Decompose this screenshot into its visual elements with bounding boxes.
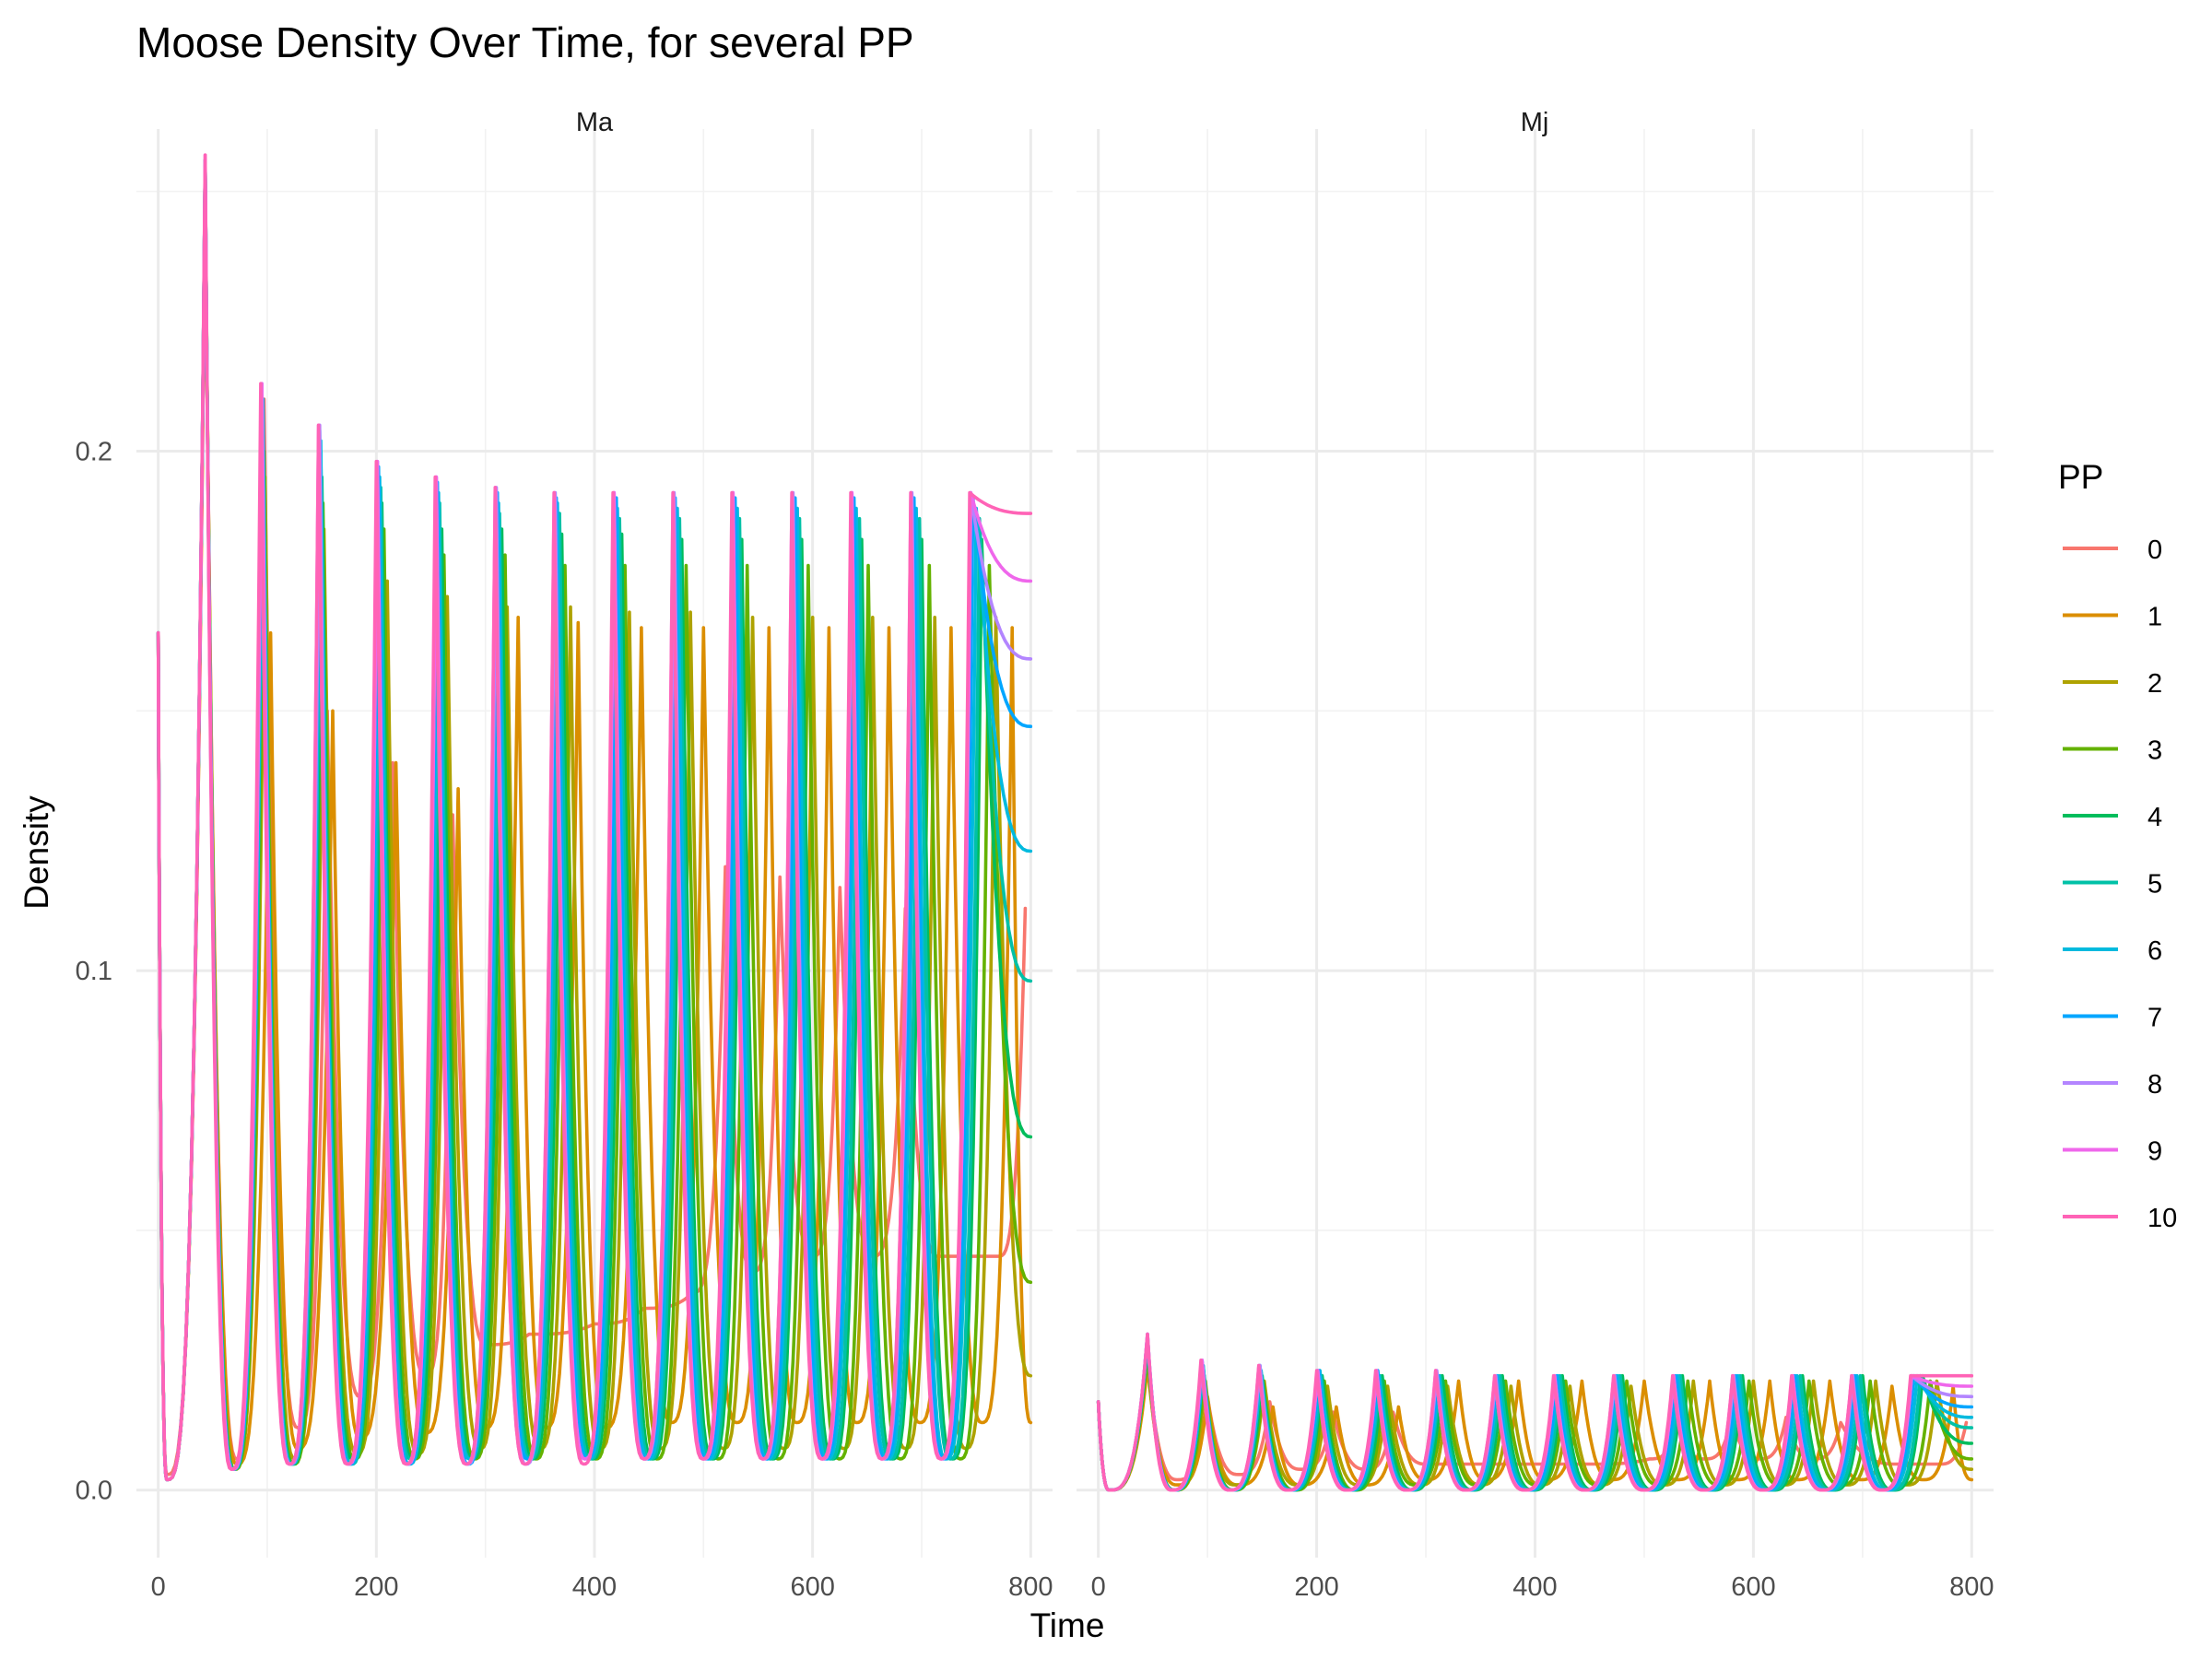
x-tick-labels-mj: 0 200 400 600 800 <box>1091 1572 1994 1602</box>
x-axis-title: Time <box>1030 1606 1105 1644</box>
facet-panel-mj: Mj 0 200 400 600 800 <box>1077 108 1994 1602</box>
series-line-pp-2-ma <box>156 163 1033 1482</box>
legend-label: 0 <box>2147 535 2162 565</box>
facet-label-ma: Ma <box>576 108 614 137</box>
x-tick-label: 0 <box>151 1572 166 1602</box>
legend-item-pp-2: 2 <box>2063 669 2162 699</box>
series-line-pp-1-ma <box>156 189 1033 1482</box>
x-tick-label: 0 <box>1091 1572 1106 1602</box>
legend-item-pp-4: 4 <box>2063 803 2162 832</box>
legend-item-pp-5: 5 <box>2063 870 2162 900</box>
legend-label: 5 <box>2147 870 2162 900</box>
x-tick-labels-ma: 0 200 400 600 800 <box>151 1572 1053 1602</box>
y-tick-labels: 0.0 0.1 0.2 <box>76 437 112 1505</box>
legend-label: 3 <box>2147 736 2162 766</box>
y-tick-label: 0.2 <box>76 437 112 466</box>
legend-label: 6 <box>2147 936 2162 966</box>
x-tick-label: 800 <box>1008 1572 1053 1602</box>
legend-label: 4 <box>2147 803 2162 832</box>
legend-label: 9 <box>2147 1137 2162 1167</box>
legend-item-pp-1: 1 <box>2063 603 2162 632</box>
x-tick-label: 800 <box>1949 1572 1994 1602</box>
x-tick-label: 200 <box>354 1572 398 1602</box>
legend: PP 0 1 2 3 4 5 6 7 8 9 10 <box>2058 458 2177 1233</box>
legend-label: 10 <box>2147 1204 2177 1233</box>
x-tick-label: 200 <box>1294 1572 1338 1602</box>
series-line-pp-2-mj <box>1096 1353 1974 1492</box>
series-line-pp-10-ma <box>156 153 1033 1482</box>
legend-item-pp-9: 9 <box>2063 1137 2162 1167</box>
legend-label: 2 <box>2147 669 2162 699</box>
legend-title: PP <box>2058 458 2103 496</box>
series-lines-mj <box>1096 1332 1974 1492</box>
x-tick-label: 400 <box>1512 1572 1557 1602</box>
x-tick-label: 400 <box>572 1572 617 1602</box>
facet-label-mj: Mj <box>1521 108 1549 137</box>
y-tick-label: 0.1 <box>76 957 112 986</box>
legend-item-pp-7: 7 <box>2063 1004 2162 1033</box>
grid-mj <box>1077 129 1994 1558</box>
legend-item-pp-3: 3 <box>2063 736 2162 766</box>
y-tick-label: 0.0 <box>76 1477 112 1506</box>
series-lines-ma <box>156 153 1033 1482</box>
x-tick-label: 600 <box>1731 1572 1775 1602</box>
series-line-pp-10-mj <box>1096 1332 1974 1492</box>
legend-items: 0 1 2 3 4 5 6 7 8 9 10 <box>2063 535 2177 1233</box>
facet-panel-ma: Ma 0 200 400 600 800 <box>136 108 1053 1602</box>
legend-label: 8 <box>2147 1070 2162 1100</box>
y-axis-title: Density <box>18 795 55 910</box>
legend-item-pp-6: 6 <box>2063 936 2162 966</box>
legend-label: 7 <box>2147 1004 2162 1033</box>
legend-item-pp-8: 8 <box>2063 1070 2162 1100</box>
legend-label: 1 <box>2147 603 2162 632</box>
chart-title: Moose Density Over Time, for several PP <box>136 18 914 66</box>
legend-item-pp-10: 10 <box>2063 1204 2177 1233</box>
x-tick-label: 600 <box>790 1572 834 1602</box>
legend-item-pp-0: 0 <box>2063 535 2162 565</box>
